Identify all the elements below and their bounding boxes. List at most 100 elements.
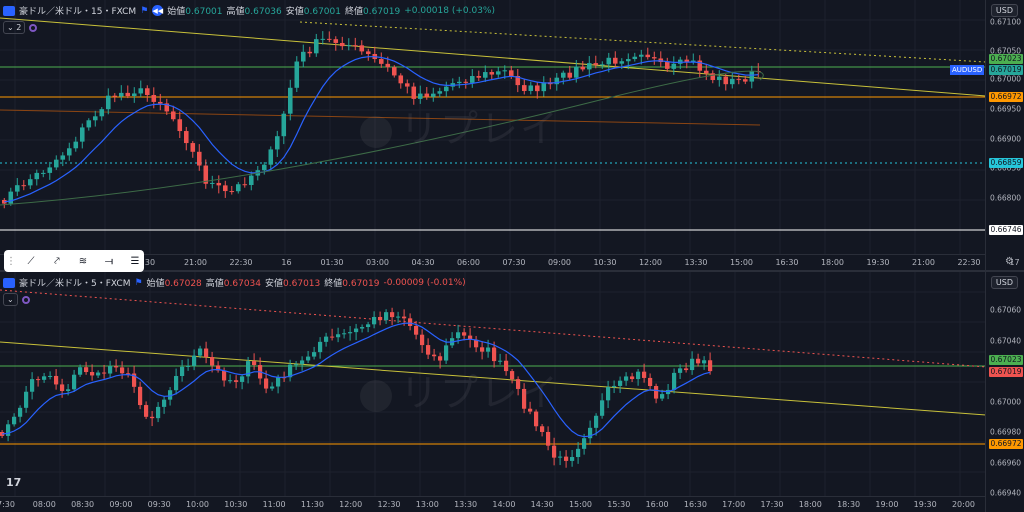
candle <box>541 82 547 92</box>
pane-divider[interactable] <box>0 270 1024 272</box>
time-tick: 22:30 <box>229 258 253 267</box>
time-tick: 18:00 <box>820 258 845 267</box>
tradingview-logo-icon[interactable]: 17 <box>6 476 22 489</box>
candle <box>708 360 713 372</box>
moving-average-line <box>4 56 759 203</box>
candle <box>696 358 701 364</box>
candle <box>390 312 395 318</box>
candle <box>398 75 404 84</box>
time-tick: 10:00 <box>185 500 210 509</box>
candle <box>275 136 280 150</box>
candle <box>112 95 118 97</box>
ohlc-change: +0.00018 (+0.03%) <box>404 5 495 16</box>
indicator-status-icon[interactable] <box>29 23 38 32</box>
candle <box>80 127 85 142</box>
candle <box>229 191 235 193</box>
time-axis-top[interactable]: 30 21:00 22:30 16 01:30 03:00 04:30 06:00 07:30 0… <box>0 254 1020 270</box>
symbol-tag: AUDUSD <box>950 65 985 75</box>
candle <box>648 377 653 387</box>
candle <box>684 59 690 63</box>
time-tick: 09:30 <box>147 500 171 509</box>
candle <box>671 63 677 69</box>
candle <box>574 66 579 78</box>
candle <box>665 62 670 69</box>
candle <box>164 103 170 112</box>
fib-icon[interactable]: ≋ <box>78 255 88 267</box>
candle <box>186 365 191 367</box>
candle <box>366 324 371 328</box>
currency-select[interactable]: USD <box>990 4 1018 17</box>
candle <box>717 76 722 80</box>
drag-handle-icon[interactable]: ⋮ <box>6 255 16 267</box>
candle <box>612 385 617 388</box>
bookmark-icon[interactable]: ⚑ <box>134 277 143 288</box>
candle <box>408 318 413 326</box>
candle <box>72 374 77 390</box>
time-tick: 14:30 <box>530 500 554 509</box>
chart-pane-15m[interactable]: リプレイ 豪ドル／米ドル・15・FXCM ⚑ ◀◀ 始値0.67001 高値0.… <box>0 0 1024 270</box>
candle <box>294 364 299 366</box>
candle <box>184 131 189 144</box>
candle <box>288 87 293 114</box>
candle <box>730 78 735 85</box>
candle <box>463 81 469 83</box>
candle <box>318 341 323 353</box>
candle <box>426 345 431 355</box>
candle <box>333 39 339 43</box>
time-tick: 7:30 <box>0 500 15 509</box>
candle <box>515 75 521 86</box>
candle <box>684 368 689 371</box>
horizontal-ray-icon[interactable]: ⟞ <box>104 255 114 267</box>
candle <box>470 76 475 83</box>
candle <box>168 390 173 400</box>
currency-select[interactable]: USD <box>990 276 1018 289</box>
candle <box>346 45 352 47</box>
time-tick: 08:30 <box>71 500 95 509</box>
symbol-title[interactable]: 豪ドル／米ドル・5・FXCM <box>19 279 131 289</box>
candlestick-chart-15m[interactable] <box>0 0 986 254</box>
candle <box>210 182 215 184</box>
bookmark-icon[interactable]: ⚑ <box>140 5 149 16</box>
price-tick: 0.67050 <box>989 46 1021 56</box>
price-axis-top[interactable]: USD 0.67100 0.67050 0.67000 0.66950 0.66… <box>985 0 1024 270</box>
candle <box>276 377 281 387</box>
ohlc-high: 高値0.67034 <box>205 279 262 289</box>
chart-pane-5m[interactable]: リプレイ 豪ドル／米ドル・5・FXCM ⚑ 始値0.67028 高値0.6703… <box>0 272 1024 512</box>
candle <box>534 411 539 427</box>
candle <box>588 427 593 439</box>
settings-gear-icon[interactable]: ⚙ <box>1005 256 1014 267</box>
candle <box>145 88 150 96</box>
collapse-indicators-button[interactable]: ⌄ 2 <box>3 21 26 34</box>
collapse-indicators-button[interactable]: ⌄ <box>3 293 18 306</box>
indicator-status-icon[interactable] <box>21 295 30 304</box>
candle <box>626 59 631 62</box>
time-axis-bottom[interactable]: 7:30 08:00 08:30 09:00 09:30 10:00 10:30 11:00 1… <box>0 496 986 512</box>
candle <box>636 371 641 380</box>
candlestick-chart-5m[interactable] <box>0 272 986 496</box>
candle <box>593 63 599 65</box>
candle <box>190 143 196 152</box>
price-axis-bottom[interactable]: USD 0.67060 0.67040 0.67000 0.66980 0.66… <box>985 272 1024 512</box>
symbol-title[interactable]: 豪ドル／米ドル・15・FXCM <box>19 7 137 17</box>
candle <box>704 70 709 74</box>
parallel-lines-icon[interactable]: ☰ <box>130 255 140 267</box>
candle <box>28 179 33 186</box>
candle <box>354 328 359 333</box>
candle <box>234 380 239 382</box>
candle <box>396 316 401 318</box>
candle <box>330 336 335 338</box>
replay-icon[interactable]: ◀◀ <box>152 5 164 16</box>
ray-icon[interactable]: ⤤ <box>54 255 60 267</box>
candle <box>320 38 326 40</box>
price-tick: 0.66940 <box>989 488 1021 498</box>
time-tick: 13:30 <box>454 500 478 509</box>
ohlc-high: 高値0.67036 <box>226 7 282 17</box>
candle <box>90 372 95 376</box>
candle <box>54 159 59 168</box>
candle <box>93 116 98 121</box>
time-tick: 20:00 <box>951 500 976 509</box>
candle <box>535 85 540 92</box>
candle <box>516 379 521 389</box>
candle <box>438 356 443 361</box>
trend-line-icon[interactable]: ⟋ <box>27 255 35 267</box>
